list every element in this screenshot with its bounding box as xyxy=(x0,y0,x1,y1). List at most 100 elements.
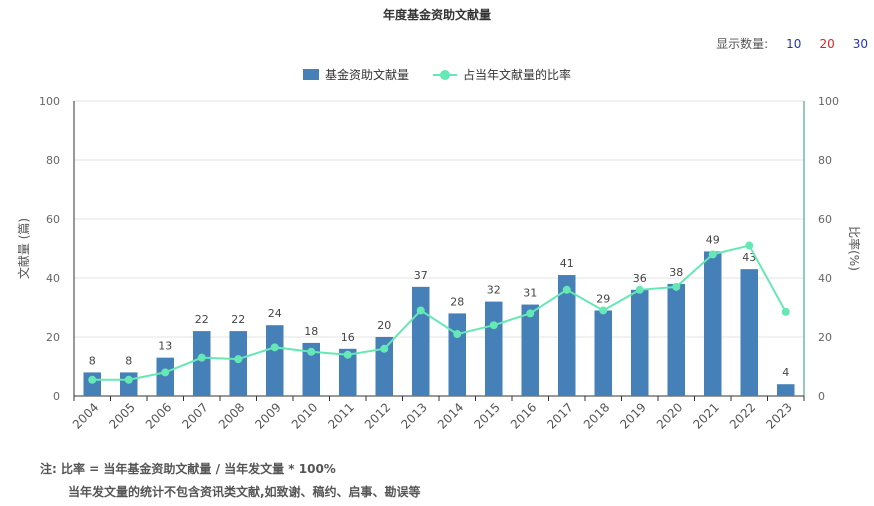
y2-tick-label: 100 xyxy=(818,95,839,108)
bar-value-label: 4 xyxy=(782,366,789,379)
x-tick-label: 2009 xyxy=(252,400,283,431)
bar xyxy=(375,337,394,396)
bar-value-label: 28 xyxy=(450,295,464,308)
bar-value-label: 22 xyxy=(195,313,209,326)
bar-value-label: 8 xyxy=(125,354,132,367)
bar-value-label: 49 xyxy=(706,233,720,246)
y2-tick-label: 0 xyxy=(818,390,825,403)
bar-value-label: 32 xyxy=(487,284,501,297)
bar-value-label: 38 xyxy=(669,266,683,279)
ratio-point xyxy=(124,375,133,384)
y2-tick-label: 60 xyxy=(818,213,832,226)
x-tick-label: 2007 xyxy=(179,400,210,431)
ratio-point xyxy=(745,241,754,250)
bar xyxy=(557,275,576,396)
bar-value-label: 37 xyxy=(414,269,428,282)
footnotes: 注: 比率 = 当年基金资助文献量 / 当年发文量 * 100% 当年发文量的统… xyxy=(40,458,421,504)
bar xyxy=(338,348,357,396)
ratio-point xyxy=(708,250,717,259)
chart-title: 年度基金资助文献量 xyxy=(382,8,491,22)
x-tick-label: 2014 xyxy=(435,400,466,431)
ratio-point xyxy=(161,368,170,377)
bar-value-label: 36 xyxy=(633,272,647,285)
bar xyxy=(521,304,540,396)
legend-bar-swatch xyxy=(302,69,319,80)
bar-value-label: 43 xyxy=(742,251,756,264)
ratio-point xyxy=(270,343,279,352)
ratio-point xyxy=(197,353,206,362)
chart-legend: 基金资助文献量 占当年文献量的比率 xyxy=(0,66,874,83)
bar xyxy=(740,269,759,396)
legend-line-swatch xyxy=(433,69,457,81)
x-tick-label: 2022 xyxy=(727,400,758,431)
display-count-option-10[interactable]: 10 xyxy=(786,36,802,51)
x-tick-label: 2012 xyxy=(362,400,393,431)
bar-value-label: 13 xyxy=(158,340,172,353)
x-tick-label: 2020 xyxy=(654,400,685,431)
bar-value-label: 22 xyxy=(231,313,245,326)
y-tick-label: 60 xyxy=(46,213,60,226)
bar-value-label: 8 xyxy=(89,354,96,367)
x-tick-label: 2005 xyxy=(106,400,137,431)
bar xyxy=(411,286,430,396)
ratio-point xyxy=(416,306,425,315)
bar-value-label: 24 xyxy=(268,307,282,320)
y-tick-label: 80 xyxy=(46,154,60,167)
bar-value-label: 20 xyxy=(377,319,391,332)
legend-label-bar: 基金资助文献量 xyxy=(324,68,409,82)
bar xyxy=(156,357,175,396)
bar xyxy=(302,342,321,396)
y2-axis-title: 比率(%) xyxy=(847,226,862,271)
ratio-point xyxy=(526,309,535,318)
y-tick-label: 40 xyxy=(46,272,60,285)
ratio-point xyxy=(307,347,316,356)
ratio-point xyxy=(489,321,498,330)
ratio-point xyxy=(635,285,644,294)
bar-value-label: 16 xyxy=(341,331,355,344)
ratio-point xyxy=(599,306,608,315)
ratio-point xyxy=(453,330,462,339)
x-tick-label: 2016 xyxy=(508,400,539,431)
legend-item-line-series[interactable]: 占当年文献量的比率 xyxy=(433,66,571,83)
y-axis-title: 文献量 (篇) xyxy=(16,218,31,279)
x-tick-label: 2015 xyxy=(471,400,502,431)
display-count-option-20[interactable]: 20 xyxy=(819,36,835,51)
x-tick-label: 2023 xyxy=(763,400,794,431)
x-tick-label: 2004 xyxy=(70,400,101,431)
x-tick-label: 2008 xyxy=(216,400,247,431)
y2-tick-label: 20 xyxy=(818,331,832,344)
x-tick-label: 2019 xyxy=(617,400,648,431)
ratio-point xyxy=(781,307,790,316)
x-tick-label: 2013 xyxy=(398,400,429,431)
x-tick-label: 2018 xyxy=(581,400,612,431)
bar-value-label: 29 xyxy=(596,292,610,305)
ratio-point xyxy=(234,355,243,364)
ratio-point xyxy=(672,282,681,291)
legend-label-line: 占当年文献量的比率 xyxy=(463,68,572,82)
y2-tick-label: 80 xyxy=(818,154,832,167)
bar-value-label: 41 xyxy=(560,257,574,270)
bar xyxy=(594,310,613,396)
bar xyxy=(703,251,722,396)
x-tick-label: 2010 xyxy=(289,400,320,431)
y-tick-label: 20 xyxy=(46,331,60,344)
y2-tick-label: 40 xyxy=(818,272,832,285)
display-count-controls: 显示数量: 10 20 30 xyxy=(716,35,868,52)
ratio-point xyxy=(562,285,571,294)
x-tick-label: 2006 xyxy=(143,400,174,431)
ratio-point xyxy=(343,350,352,359)
y-tick-label: 0 xyxy=(53,390,60,403)
bar xyxy=(229,331,248,396)
bar xyxy=(484,301,503,396)
bar xyxy=(192,331,211,396)
display-count-option-30[interactable]: 30 xyxy=(852,36,868,51)
x-tick-label: 2011 xyxy=(325,400,356,431)
x-tick-label: 2021 xyxy=(690,400,721,431)
ratio-point xyxy=(88,375,97,384)
bar xyxy=(448,313,467,396)
bar xyxy=(667,283,686,396)
legend-item-bar-series[interactable]: 基金资助文献量 xyxy=(302,66,409,83)
bar xyxy=(265,325,284,396)
ratio-line xyxy=(92,244,787,381)
